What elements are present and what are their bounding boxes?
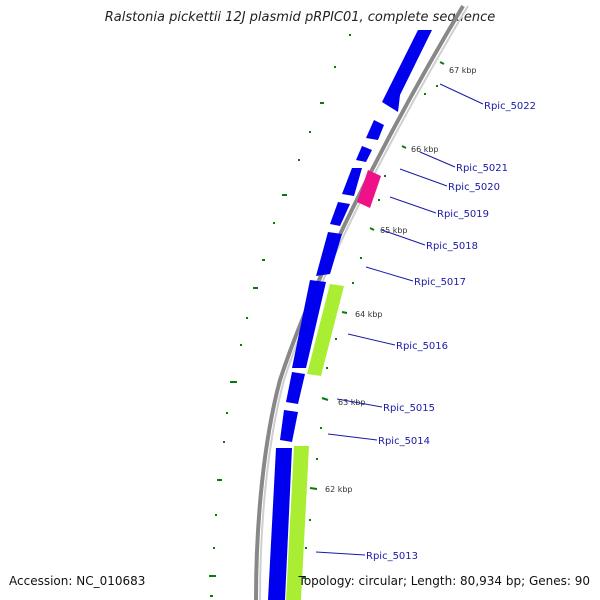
map-title: Ralstonia pickettii 12J plasmid pRPIC01,… — [104, 10, 496, 25]
gene-arrow[interactable] — [356, 146, 372, 162]
backbone-outer — [259, 5, 469, 600]
gene-arrow[interactable] — [268, 448, 292, 600]
gene-label[interactable]: Rpic_5013 — [366, 551, 418, 562]
kbp-label: 67 kbp — [449, 66, 477, 75]
gene-features — [268, 30, 432, 600]
kbp-label: 65 kbp — [380, 226, 408, 235]
gene-label[interactable]: Rpic_5021 — [456, 163, 508, 174]
backbone-inner — [254, 4, 465, 600]
gene-label[interactable]: Rpic_5016 — [396, 341, 448, 352]
kbp-label: 64 kbp — [355, 310, 383, 319]
kbp-label: 62 kbp — [325, 485, 353, 494]
gene-label[interactable]: Rpic_5014 — [378, 436, 430, 447]
kbp-ticks — [303, 61, 445, 579]
gene-arrow[interactable] — [292, 280, 326, 368]
kbp-label: 66 kbp — [411, 145, 439, 154]
gene-arrow[interactable] — [342, 168, 362, 196]
gene-arrow[interactable] — [286, 372, 305, 404]
gene-label[interactable]: Rpic_5017 — [414, 277, 466, 288]
gene-label[interactable]: Rpic_5020 — [448, 182, 500, 193]
kbp-label: 63 kbp — [338, 398, 366, 407]
gene-pink[interactable] — [357, 170, 381, 208]
gene-label[interactable]: Rpic_5022 — [484, 101, 536, 112]
accession-text: Accession: NC_010683 — [9, 574, 146, 588]
gene-label[interactable]: Rpic_5018 — [426, 241, 478, 252]
summary-text: Topology: circular; Length: 80,934 bp; G… — [298, 574, 590, 588]
gene-green[interactable] — [307, 284, 344, 376]
gene-arrow[interactable] — [280, 410, 298, 442]
gc-ticks — [209, 34, 351, 597]
gene-arrow[interactable] — [382, 30, 432, 112]
gene-arrow[interactable] — [316, 232, 342, 276]
gene-leaders — [315, 83, 484, 556]
gene-arrow[interactable] — [330, 202, 350, 226]
gene-arrow[interactable] — [366, 120, 384, 140]
gene-label[interactable]: Rpic_5019 — [437, 209, 489, 220]
gene-label[interactable]: Rpic_5015 — [383, 403, 435, 414]
gene-green[interactable] — [286, 446, 309, 600]
